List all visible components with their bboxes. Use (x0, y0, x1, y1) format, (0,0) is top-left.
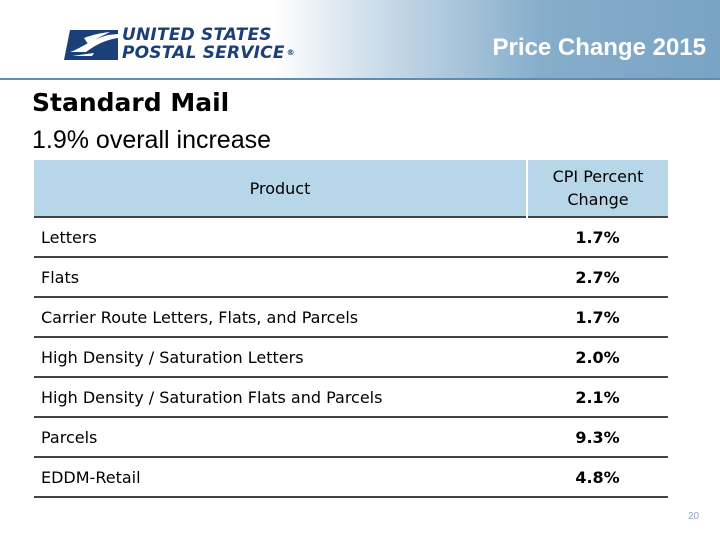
cpi-cell: 2.7% (527, 256, 668, 297)
slide-header: UNITED STATES POSTAL SERVICE ® Price Chan… (0, 0, 720, 80)
slide-subtitle: 1.9% overall increase (32, 126, 272, 154)
column-header-product: Product (34, 160, 527, 217)
table-row: Letters 1.7% (34, 216, 668, 257)
page-number: 20 (688, 511, 700, 522)
logo-line-1: UNITED STATES (122, 25, 272, 45)
deck-title: Price Change 2015 (492, 34, 706, 61)
cpi-cell: 1.7% (527, 296, 668, 337)
logo-line-2: POSTAL SERVICE (122, 43, 285, 63)
table-row: Carrier Route Letters, Flats, and Parcel… (34, 296, 668, 337)
table-header-row: Product CPI Percent Change (34, 160, 668, 217)
cpi-header-line-1: CPI Percent (552, 167, 644, 186)
table-row: EDDM-Retail 4.8% (34, 456, 668, 498)
header-gradient-band (0, 0, 720, 78)
cpi-cell: 2.1% (527, 376, 668, 417)
column-header-cpi: CPI Percent Change (526, 160, 668, 217)
product-cell: High Density / Saturation Letters (34, 336, 527, 377)
cpi-cell: 4.8% (527, 456, 668, 498)
cpi-header-line-2: Change (567, 190, 629, 209)
header-divider (0, 78, 720, 80)
product-cell: EDDM-Retail (34, 456, 527, 498)
cpi-cell: 9.3% (527, 416, 668, 457)
table-row: High Density / Saturation Letters 2.0% (34, 336, 668, 377)
cpi-cell: 2.0% (527, 336, 668, 377)
eagle-icon (64, 30, 118, 60)
product-cell: Flats (34, 256, 527, 297)
table-row: High Density / Saturation Flats and Parc… (34, 376, 668, 417)
product-cell: Parcels (34, 416, 527, 457)
table-row: Parcels 9.3% (34, 416, 668, 457)
trademark-symbol: ® (286, 48, 295, 57)
product-cell: Letters (34, 216, 527, 257)
cpi-cell: 1.7% (527, 216, 668, 257)
price-change-table: Product CPI Percent Change Letters 1.7% … (34, 160, 668, 498)
slide-title: Standard Mail (32, 88, 230, 117)
product-cell: High Density / Saturation Flats and Parc… (34, 376, 527, 417)
usps-logo: UNITED STATES POSTAL SERVICE ® (64, 26, 295, 66)
product-cell: Carrier Route Letters, Flats, and Parcel… (34, 296, 527, 337)
table-row: Flats 2.7% (34, 256, 668, 297)
logo-wordmark: UNITED STATES POSTAL SERVICE ® (122, 26, 295, 62)
